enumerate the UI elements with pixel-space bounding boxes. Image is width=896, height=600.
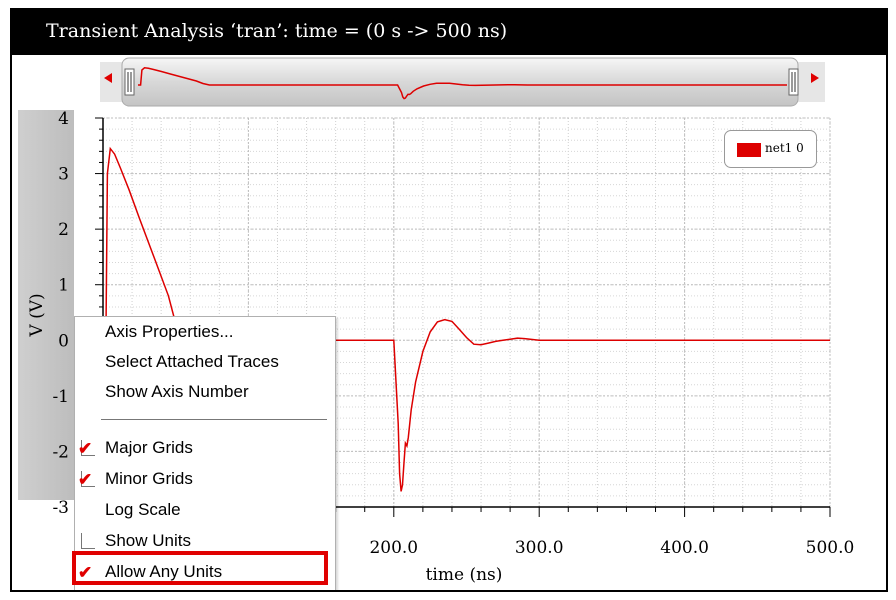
overview-trace [138,67,787,100]
menu-item-axis-properties[interactable]: Axis Properties... [75,317,333,347]
x-tick-label: 400.0 [660,538,709,558]
checkmark-icon: ✔ [78,439,93,458]
legend-label: net1 0 [765,141,804,155]
overview-left-handle-icon[interactable] [124,68,135,96]
checkbox-icon[interactable] [81,533,95,549]
menu-item-allow-any-units[interactable]: ✔ Allow Any Units [75,557,333,587]
y-tick-label: 0 [58,331,69,351]
y-tick-label: 2 [58,220,69,240]
checkmark-icon: ✔ [78,470,93,489]
y-tick-label: 1 [58,276,69,296]
menu-item-label: Show Axis Number [105,382,249,401]
waveform-window: Transient Analysis ‘tran’: time = (0 s -… [10,8,888,592]
menu-item-label: Allow Any Units [105,562,223,581]
y-tick-label: -1 [52,387,69,407]
window-title: Transient Analysis ‘tran’: time = (0 s -… [46,20,508,42]
menu-item-label: Axis Properties... [105,322,234,341]
menu-item-minor-grids[interactable]: ✔ Minor Grids [75,464,333,494]
checkbox-icon[interactable] [81,471,95,487]
menu-item-label: Major Grids [105,438,193,457]
checkmark-icon: ✔ [78,563,93,582]
x-tick-label: 200.0 [369,538,418,558]
menu-item-show-units[interactable]: Show Units [75,526,333,556]
menu-item-major-grids[interactable]: ✔ Major Grids [75,433,333,463]
menu-item-label: Log Scale [105,500,181,519]
checkbox-icon[interactable] [81,440,95,456]
overview-right-arrow-icon[interactable] [811,73,819,83]
overview-right-handle-icon[interactable] [788,68,799,96]
legend-swatch [737,143,761,157]
title-bar: Transient Analysis ‘tran’: time = (0 s -… [12,10,886,55]
menu-item-select-attached-traces[interactable]: Select Attached Traces [75,347,333,377]
menu-item-label: Minor Grids [105,469,193,488]
y-tick-label: -3 [52,498,69,518]
y-axis-band[interactable] [18,110,74,500]
x-axis-label: time (ns) [426,565,503,585]
axis-context-menu: Axis Properties... Select Attached Trace… [74,316,336,590]
y-tick-label: -2 [52,442,69,462]
overview-scrollbar[interactable] [100,57,825,107]
trace-net1 [103,146,830,492]
y-axis-label: V (V) [27,293,47,337]
overview-thumb[interactable] [121,57,799,107]
x-tick-label: 300.0 [515,538,564,558]
menu-item-log-scale[interactable]: Log Scale [75,495,333,525]
overview-left-arrow-icon[interactable] [104,73,112,83]
menu-item-label: Show Units [105,531,191,550]
menu-item-label: Select Attached Traces [105,352,279,371]
y-tick-label: 3 [58,165,69,185]
menu-separator [101,419,327,420]
legend[interactable]: net1 0 [724,130,817,168]
x-tick-label: 500.0 [806,538,855,558]
y-tick-label: 4 [58,109,69,129]
waveform-plot: V (V) time (ns) 4 3 2 1 0 -1 -2 -3 200.0 300.0 400… [18,57,855,585]
menu-item-show-axis-number[interactable]: Show Axis Number [75,377,333,407]
